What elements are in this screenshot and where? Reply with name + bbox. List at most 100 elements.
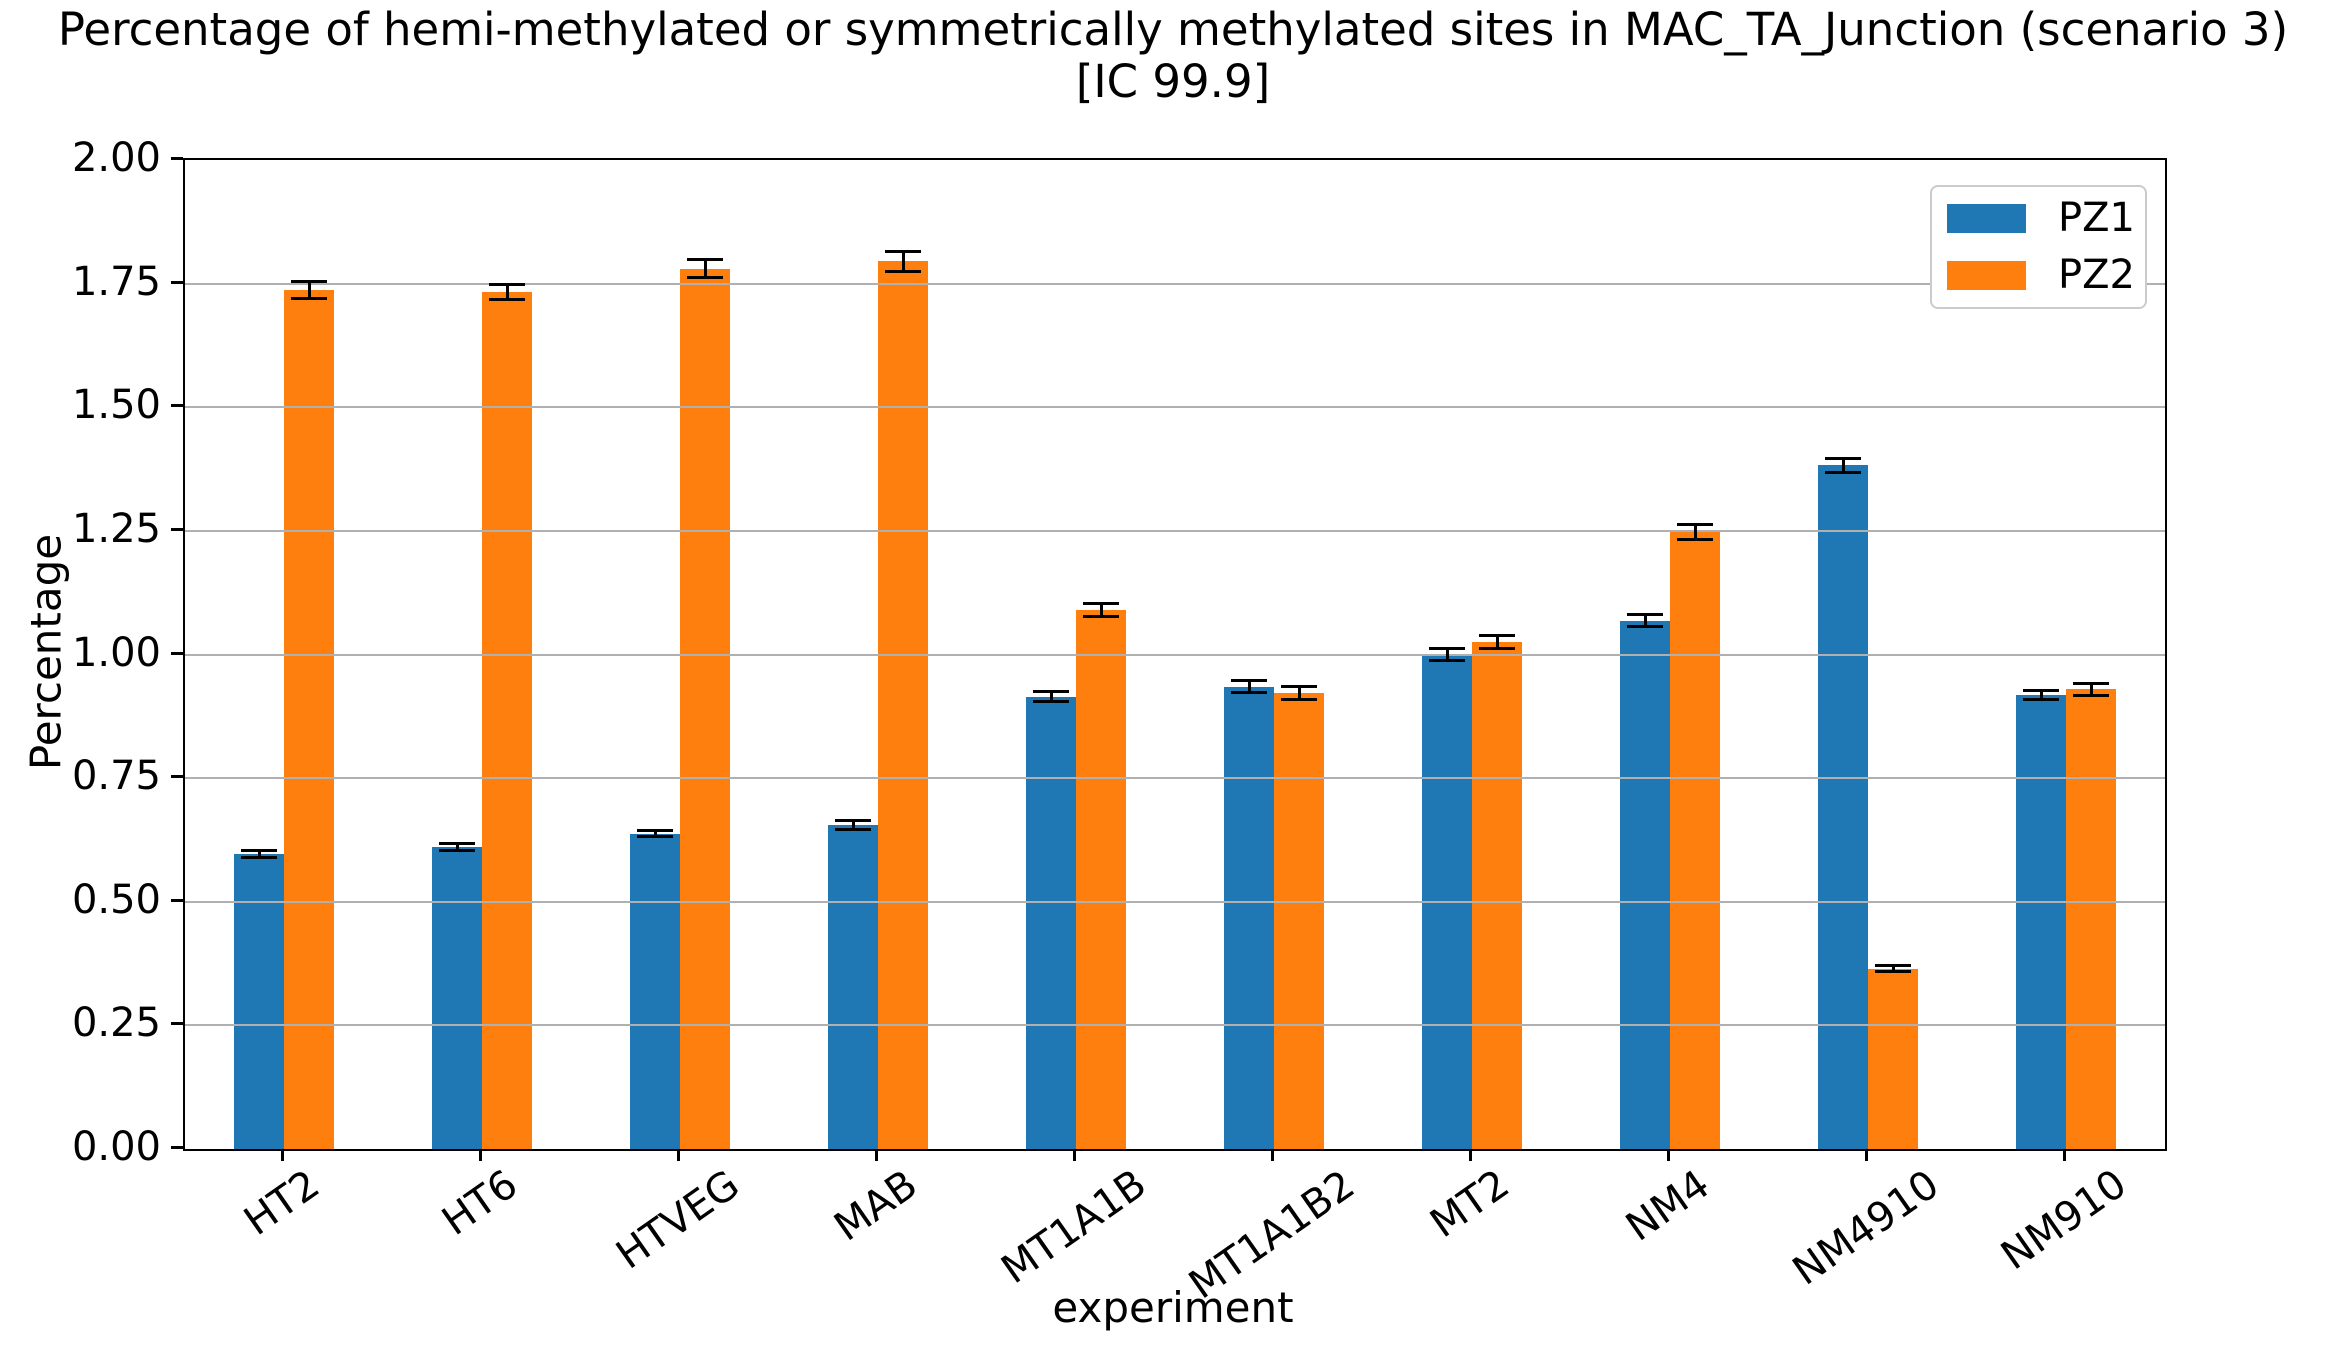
y-tick-mark	[171, 1146, 183, 1149]
legend-swatch-pz1	[1947, 204, 2026, 233]
y-tick-mark	[171, 1022, 183, 1026]
x-tick-label-NM910: NM910	[1993, 1161, 2135, 1280]
error-bar-cap	[1627, 625, 1663, 629]
x-tick-label-HTVEG: HTVEG	[608, 1161, 748, 1279]
error-bar-cap	[1429, 647, 1465, 651]
x-tick-mark	[280, 1149, 284, 1161]
y-tick-label: 1.00	[71, 629, 161, 676]
bar-pz2-NM4	[1670, 532, 1720, 1149]
y-tick-label: 1.50	[71, 382, 161, 429]
error-bar-pz1-MAB	[851, 820, 855, 830]
x-tick-mark	[1072, 1149, 1076, 1161]
error-bar-pz2-HT6	[505, 284, 509, 300]
gridline-0.50	[185, 900, 2165, 903]
x-axis-label: experiment	[1052, 1283, 1294, 1332]
y-tick-mark	[171, 280, 183, 284]
y-tick-label: 2.00	[71, 135, 161, 181]
error-bar-cap	[1627, 613, 1663, 617]
y-tick-mark	[171, 775, 183, 779]
y-tick-mark	[171, 898, 183, 902]
bar-pz2-NM4910	[1868, 968, 1918, 1149]
error-bar-cap	[1677, 523, 1713, 527]
bar-pz2-NM910	[2066, 689, 2116, 1149]
gridline-1.75	[185, 282, 2165, 285]
bar-pz1-NM4	[1620, 620, 1670, 1149]
bar-pz2-HT6	[482, 292, 532, 1149]
legend-label-pz2: PZ2	[2058, 252, 2135, 298]
error-bar-cap	[489, 283, 525, 287]
error-bar-cap	[489, 297, 525, 301]
plot-area: PZ1 PZ2	[183, 158, 2167, 1151]
error-bar-cap	[687, 258, 723, 262]
error-bar-cap	[835, 828, 871, 832]
legend-swatch-pz2	[1947, 261, 2026, 290]
error-bar-pz2-NM4	[1693, 524, 1697, 540]
error-bar-cap	[2073, 681, 2109, 685]
x-tick-mark	[874, 1149, 878, 1161]
error-bar-cap	[2073, 693, 2109, 697]
gridline-0.25	[185, 1024, 2165, 1027]
error-bar-cap	[1677, 538, 1713, 542]
error-bar-cap	[1825, 470, 1861, 474]
gridline-1.00	[185, 653, 2165, 656]
error-bar-pz2-MAB	[901, 251, 905, 272]
x-tick-label-HT6: HT6	[434, 1161, 526, 1245]
error-bar-pz1-NM4	[1643, 614, 1647, 627]
bar-pz1-MT1A1B	[1026, 696, 1076, 1149]
error-bar-cap	[1033, 689, 1069, 693]
gridline-1.50	[185, 406, 2165, 409]
legend-label-pz1: PZ1	[2058, 195, 2135, 241]
x-tick-mark	[1270, 1149, 1274, 1161]
error-bar-cap	[241, 848, 277, 852]
x-tick-label-NM4: NM4	[1617, 1161, 1719, 1251]
y-tick-mark	[171, 651, 183, 655]
bar-pz2-HT2	[284, 290, 334, 1149]
x-tick-label-MT1A1B: MT1A1B	[993, 1161, 1155, 1294]
x-tick-mark	[2062, 1149, 2066, 1161]
error-bar-cap	[241, 855, 277, 859]
y-tick-label: 1.25	[71, 505, 161, 552]
error-bar-pz1-NM910	[2039, 690, 2043, 700]
x-tick-mark	[1864, 1149, 1868, 1161]
bar-pz1-MAB	[828, 825, 878, 1149]
chart-title: Percentage of hemi-methylated or symmetr…	[57, 3, 2289, 56]
error-bar-cap	[1231, 679, 1267, 683]
bar-pz1-HTVEG	[630, 833, 680, 1149]
y-tick-label: 1.75	[71, 258, 161, 305]
error-bar-pz1-HTVEG	[653, 830, 657, 837]
x-tick-mark	[1468, 1149, 1472, 1161]
y-tick-mark	[171, 527, 183, 531]
error-bar-cap	[637, 835, 673, 839]
error-bar-pz1-MT1A1B2	[1247, 680, 1251, 693]
y-tick-label: 0.50	[71, 876, 161, 923]
bar-pz2-MAB	[878, 261, 928, 1149]
error-bar-cap	[439, 849, 475, 853]
error-bar-cap	[439, 842, 475, 846]
bar-pz1-HT6	[432, 847, 482, 1149]
x-tick-label-MT2: MT2	[1422, 1161, 1518, 1248]
error-bar-pz1-MT2	[1445, 648, 1449, 661]
x-tick-mark	[478, 1149, 482, 1161]
bar-pz1-NM910	[2016, 695, 2066, 1149]
error-bar-cap	[1429, 658, 1465, 662]
error-bar-cap	[1875, 964, 1911, 968]
legend: PZ1 PZ2	[1930, 185, 2147, 309]
error-bar-cap	[885, 269, 921, 273]
error-bar-pz2-NM910	[2089, 683, 2093, 696]
gridline-0.75	[185, 777, 2165, 780]
chart-subtitle: [IC 99.9]	[1075, 55, 1271, 108]
legend-item-pz2: PZ2	[1932, 253, 2145, 297]
error-bar-cap	[2023, 698, 2059, 702]
y-tick-label: 0.25	[71, 1000, 161, 1047]
error-bar-cap	[1231, 691, 1267, 695]
bar-pz2-MT1A1B2	[1274, 693, 1324, 1149]
error-bar-pz2-NM4910	[1891, 965, 1895, 972]
error-bar-cap	[835, 819, 871, 823]
bar-pz1-MT1A1B2	[1224, 686, 1274, 1149]
error-bar-pz1-NM4910	[1841, 458, 1845, 473]
error-bar-cap	[1083, 602, 1119, 606]
error-bar-cap	[2023, 688, 2059, 692]
error-bar-cap	[1825, 456, 1861, 460]
bar-pz2-MT1A1B	[1076, 610, 1126, 1149]
